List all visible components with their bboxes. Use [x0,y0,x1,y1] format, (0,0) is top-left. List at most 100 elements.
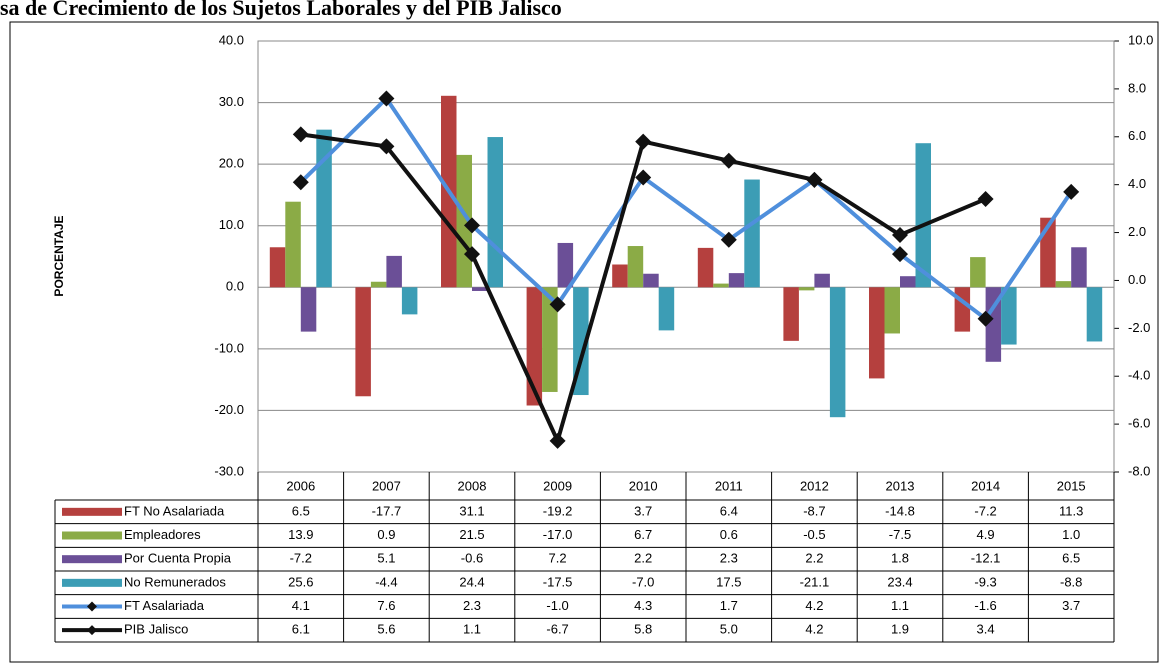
table-cell: -7.2 [974,503,996,518]
bar [643,273,659,288]
table-cell: 13.9 [288,527,313,542]
marker [977,191,994,208]
y-tick-label: 20.0 [219,156,244,171]
legend-label: Por Cuenta Propia [124,551,232,566]
x-tick-label: 2013 [886,478,915,493]
marker [464,217,480,234]
table-cell: -1.0 [546,598,568,613]
y-tick-label: -10.0 [214,340,244,355]
marker [549,296,566,313]
line [299,96,1073,321]
legend-swatch [62,578,122,587]
marker [635,133,652,150]
y-tick-label: 40.0 [219,32,244,47]
table-cell: 5.6 [377,622,395,637]
table-cell: -9.3 [974,574,996,589]
y-tick-label: 10.0 [219,217,244,232]
table-cell: 1.9 [891,622,909,637]
x-tick-label: 2012 [800,478,829,493]
bar [658,287,675,331]
table-cell: -17.5 [543,574,573,589]
bar [798,287,815,291]
table-cell: 3.7 [1062,598,1080,613]
y2-tick-label: -6.0 [1128,416,1150,431]
table-cell: 2.3 [463,598,481,613]
table-cell: 6.1 [292,622,310,637]
marker [549,432,566,449]
table-cell: -12.1 [971,551,1001,566]
y2-tick-label: 10.0 [1128,32,1153,47]
table-cell: 1.1 [891,598,909,613]
table-cell: 4.3 [634,598,652,613]
bar [915,143,931,288]
legend-swatch [62,507,122,516]
table-cell: 5.8 [634,622,652,637]
chart-frame [9,21,1159,663]
bar [970,257,986,288]
y-tick-label: 30.0 [219,94,244,109]
bar [900,276,916,288]
table-cell: 3.7 [634,503,652,518]
x-tick-label: 2008 [458,478,487,493]
bar [713,283,729,288]
legend-label: FT No Asalariada [124,503,225,518]
legend-marker [87,625,97,636]
table-cell: 4.2 [805,598,823,613]
table-cell: -7.5 [889,527,911,542]
chart-title: sa de Crecimiento de los Sujetos Laboral… [0,0,562,20]
marker [378,90,395,107]
table-cell: 2.2 [634,551,652,566]
bar [472,287,488,291]
table-cell: -4.4 [375,574,397,589]
table-cell: 3.4 [977,622,995,637]
x-tick-label: 2007 [372,478,401,493]
y2-tick-label: -2.0 [1128,320,1150,335]
bar [814,273,830,288]
marker [1063,183,1080,200]
y2-tick-label: -8.0 [1128,463,1150,478]
bar [697,247,714,288]
bar [386,255,402,288]
x-tick-label: 2009 [543,478,572,493]
table-cell: -19.2 [543,503,573,518]
bar [269,247,286,288]
table-cell: 2.3 [720,551,738,566]
table-cell: -1.6 [974,598,996,613]
bar [300,287,317,332]
table-cell: 4.9 [977,527,995,542]
x-tick-label: 2011 [715,478,743,493]
table-cell: -0.6 [461,551,483,566]
legend-label: FT Asalariada [124,598,205,613]
bar [744,179,760,288]
x-tick-label: 2015 [1057,478,1086,493]
y2-tick-label: 2.0 [1128,224,1146,239]
table-cell: 1.8 [891,551,909,566]
marker [292,126,309,143]
table-cell: 7.2 [549,551,567,566]
table-cell: -17.7 [372,503,402,518]
bar [884,287,900,334]
bar [783,287,799,341]
legend-swatch [62,531,122,540]
table-cell: 7.6 [377,598,395,613]
bar [1055,281,1072,288]
table-cell: -17.0 [543,527,573,542]
x-tick-label: 2006 [286,478,315,493]
y-tick-label: -20.0 [214,402,244,417]
table-cell: -8.7 [803,503,825,518]
y2-tick-label: 0.0 [1128,272,1146,287]
table-cell: 5.1 [377,551,395,566]
table-cell: 6.4 [720,503,738,518]
marker [378,138,395,155]
bar [542,287,558,392]
table-cell: 2.2 [805,551,823,566]
bar [487,137,503,288]
bar [355,287,371,397]
bar [869,287,885,379]
marker [977,310,994,327]
bar [316,129,332,288]
bar [627,246,644,288]
bar [526,287,543,406]
table-cell: 25.6 [288,574,313,589]
legend-label: No Remunerados [124,574,226,589]
